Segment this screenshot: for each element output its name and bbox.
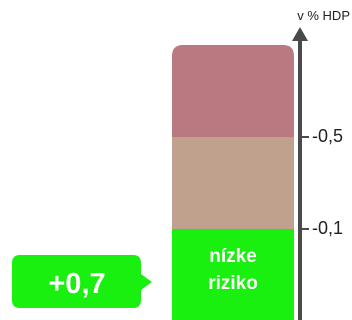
zone-high-risk bbox=[172, 45, 294, 137]
tick-label: -0,5 bbox=[312, 126, 343, 146]
zone-medium-risk bbox=[172, 137, 294, 229]
callout-value: +0,7 bbox=[48, 268, 105, 300]
zone-low-label-line2: riziko bbox=[208, 273, 258, 294]
zone-low-risk bbox=[172, 229, 294, 320]
axis-unit-label: v % HDP bbox=[297, 8, 350, 23]
y-axis-arrow-icon bbox=[292, 27, 308, 41]
value-callout bbox=[12, 255, 152, 308]
zone-low-label-line1: nízke bbox=[209, 246, 257, 267]
tick-label: -0,1 bbox=[312, 218, 343, 238]
